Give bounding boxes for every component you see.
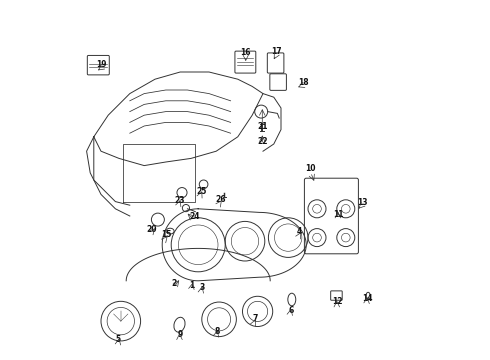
Text: 4: 4 bbox=[297, 227, 302, 236]
Text: 19: 19 bbox=[97, 60, 107, 69]
Text: 20: 20 bbox=[146, 225, 157, 234]
Text: 18: 18 bbox=[298, 78, 309, 87]
Text: 22: 22 bbox=[258, 137, 268, 146]
Text: 23: 23 bbox=[174, 197, 185, 205]
Text: 6: 6 bbox=[288, 306, 294, 315]
Text: 1: 1 bbox=[190, 281, 195, 290]
Text: 2: 2 bbox=[172, 279, 177, 288]
Text: 26: 26 bbox=[215, 195, 226, 204]
Text: 25: 25 bbox=[196, 187, 206, 196]
Text: 24: 24 bbox=[189, 212, 200, 220]
Text: 12: 12 bbox=[332, 297, 343, 306]
Text: 17: 17 bbox=[271, 47, 282, 56]
Text: 11: 11 bbox=[333, 210, 344, 219]
Text: 21: 21 bbox=[258, 122, 268, 131]
Text: 9: 9 bbox=[177, 330, 183, 339]
Text: 5: 5 bbox=[116, 335, 121, 343]
Text: 15: 15 bbox=[161, 230, 172, 239]
Text: 10: 10 bbox=[305, 164, 316, 173]
Text: 3: 3 bbox=[199, 284, 204, 292]
Text: 7: 7 bbox=[252, 314, 258, 323]
Text: 13: 13 bbox=[357, 198, 367, 207]
Text: 14: 14 bbox=[362, 294, 373, 303]
Text: 8: 8 bbox=[214, 328, 220, 336]
Text: 16: 16 bbox=[241, 48, 251, 57]
